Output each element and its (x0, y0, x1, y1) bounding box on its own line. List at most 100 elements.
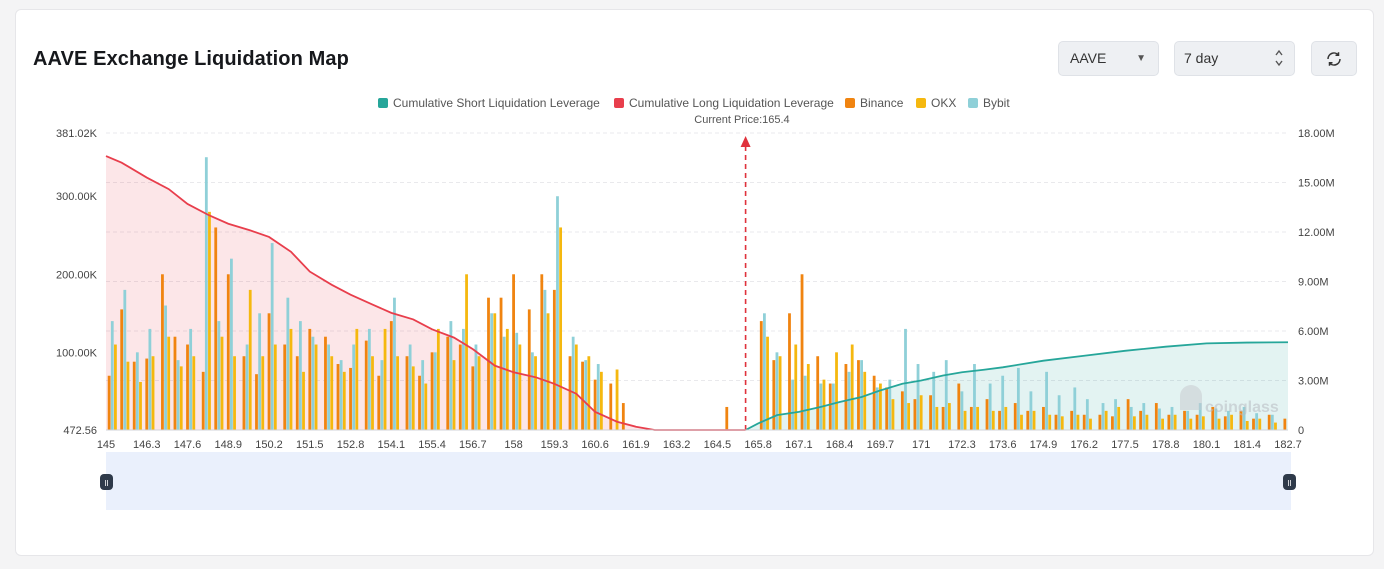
current-price-marker (740, 136, 751, 430)
zoom-slider[interactable]: II II (100, 452, 1296, 510)
binance-bar (540, 274, 544, 430)
coinglass-logo-mark (1180, 385, 1202, 410)
okx-bar (126, 361, 130, 430)
x-tick-label: 158 (504, 439, 522, 451)
okx-bar (383, 328, 387, 430)
exchange-bars (107, 157, 1287, 430)
symbol-select-value: AAVE (1070, 50, 1107, 66)
bybit-bar (367, 328, 371, 430)
binance-bar (1211, 406, 1215, 430)
binance-bar (308, 328, 312, 430)
bybit-bar (543, 289, 547, 430)
binance-bar (581, 361, 584, 430)
bybit-bar (1158, 408, 1161, 430)
x-tick-label: 177.5 (1111, 439, 1139, 451)
okx-bar (518, 344, 522, 430)
okx-bar (273, 344, 277, 430)
okx-bar (599, 371, 603, 430)
binance-bar (957, 383, 961, 430)
okx-bar (891, 399, 895, 430)
binance-bar (295, 356, 299, 430)
binance-bar (430, 352, 434, 430)
binance-bar (568, 356, 572, 430)
binance-bar (499, 297, 503, 430)
binance-bar (985, 399, 989, 430)
binance-bar (349, 367, 352, 430)
binance-bar (725, 406, 729, 430)
okx-bar (947, 403, 951, 430)
symbol-select[interactable]: AAVE ▼ (1058, 41, 1159, 76)
binance-bar (844, 364, 848, 430)
zoom-handle-left[interactable] (100, 474, 113, 490)
okx-bar (342, 371, 346, 430)
x-tick-label: 156.7 (459, 439, 487, 451)
okx-bar (179, 366, 183, 430)
bybit-bar (1029, 391, 1033, 430)
binance-bar (120, 309, 124, 430)
okx-bar (411, 366, 415, 430)
bybit-bar (490, 313, 494, 430)
bybit-bar (433, 352, 437, 430)
bybit-bar (888, 379, 892, 430)
okx-bar (1161, 418, 1164, 430)
binance-bar (324, 336, 327, 430)
binance-bar (1111, 416, 1114, 430)
okx-bar (976, 406, 980, 430)
bybit-bar (803, 375, 807, 430)
binance-bar (1239, 410, 1243, 430)
bybit-bar (1057, 395, 1061, 430)
legend-label-binance[interactable]: Binance (860, 96, 904, 110)
okx-bar (1089, 418, 1092, 430)
binance-bar (969, 406, 973, 430)
okx-bar (835, 352, 838, 430)
zoom-slider-track[interactable] (106, 452, 1291, 510)
bybit-bar (1270, 414, 1274, 430)
okx-bar (574, 344, 578, 430)
okx-bar (1132, 416, 1136, 430)
binance-bar (788, 313, 791, 430)
binance-bar (1026, 410, 1030, 430)
binance-bar (1054, 414, 1058, 430)
bybit-bar (973, 364, 976, 430)
x-tick-label: 171 (912, 439, 930, 451)
legend-label-bybit[interactable]: Bybit (983, 96, 1010, 110)
refresh-button[interactable] (1311, 41, 1357, 76)
bybit-bar (245, 344, 249, 430)
bybit-bar (847, 371, 851, 430)
binance-bar (913, 399, 917, 430)
legend-label-okx[interactable]: OKX (931, 96, 956, 110)
x-tick-label: 154.1 (378, 439, 406, 451)
binance-bar (107, 375, 111, 430)
x-tick-label: 152.8 (337, 439, 365, 451)
short-cumulative-line (745, 341, 1289, 431)
y-right-tick-label: 9.00M (1298, 277, 1329, 289)
okx-bar (1245, 421, 1249, 430)
bybit-bar (1016, 367, 1020, 430)
legend-swatch-bybit (968, 98, 978, 108)
x-tick-label: 174.9 (1030, 439, 1058, 451)
binance-bar (816, 356, 820, 430)
binance-bar (552, 289, 556, 430)
binance-bar (1252, 418, 1255, 430)
binance-bar (405, 356, 409, 430)
okx-bar (850, 344, 854, 430)
zoom-handle-right[interactable] (1283, 474, 1296, 490)
range-select[interactable]: 7 day (1174, 41, 1295, 76)
binance-bar (828, 383, 832, 430)
x-tick-label: 151.5 (296, 439, 324, 451)
bybit-bar (1198, 403, 1202, 430)
x-tick-label: 147.6 (174, 439, 202, 451)
binance-bar (471, 366, 475, 430)
bybit-bar (1242, 406, 1246, 430)
legend-label-long[interactable]: Cumulative Long Liquidation Leverage (629, 96, 834, 110)
x-tick-label: 176.2 (1070, 439, 1098, 451)
x-tick-label: 178.8 (1152, 439, 1180, 451)
legend-label-short[interactable]: Cumulative Short Liquidation Leverage (393, 96, 600, 110)
binance-bar (487, 297, 490, 430)
binance-bar (1183, 410, 1186, 430)
okx-bar (1076, 414, 1080, 430)
bybit-bar (584, 360, 588, 430)
bybit-bar (1255, 413, 1259, 430)
okx-bar (806, 364, 810, 430)
okx-bar (615, 369, 619, 430)
